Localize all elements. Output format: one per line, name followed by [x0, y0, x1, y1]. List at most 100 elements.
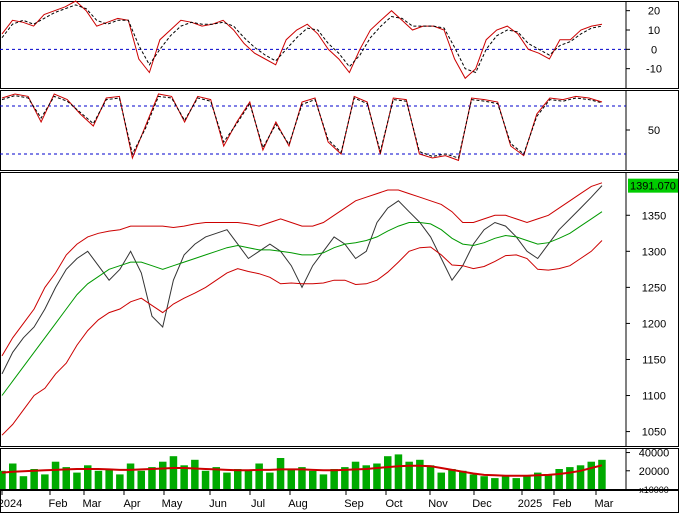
panel-frame-oscillator-top — [0, 1, 679, 89]
volume-bar — [105, 469, 113, 489]
volume-bar — [191, 459, 199, 489]
y-tick-label: 1200 — [642, 318, 666, 330]
x-tick-label: Dec — [472, 498, 492, 510]
volume-bar — [180, 465, 188, 489]
volume-bar — [469, 474, 478, 489]
volume-bar — [84, 465, 92, 489]
y-tick-label: 50 — [648, 125, 660, 137]
volume-bar — [137, 470, 145, 489]
volume-bar — [341, 467, 349, 489]
y-tick-label: 1100 — [642, 391, 666, 403]
y-tick-label: 1150 — [642, 354, 666, 366]
volume-bar — [201, 470, 210, 489]
x-axis-frame — [0, 490, 679, 513]
volume-bar — [576, 465, 585, 489]
x-tick-label: Nov — [428, 498, 448, 510]
series-line-price-3 — [1, 240, 603, 436]
volume-bar — [426, 465, 435, 489]
x-tick-label: 2024 — [0, 498, 22, 510]
y-tick-label: 10 — [648, 25, 660, 37]
volume-bar — [9, 463, 17, 489]
volume-bar — [126, 463, 135, 489]
volume-bar — [116, 474, 124, 489]
volume-bar — [448, 469, 456, 489]
y-tick-label: 1350 — [642, 210, 666, 222]
volume-unit-label: x10000 — [639, 485, 669, 495]
volume-bar — [373, 463, 381, 489]
x-tick-label: Aug — [288, 498, 308, 510]
volume-bar — [0, 470, 6, 489]
series-line-price-2 — [1, 182, 603, 357]
x-tick-label: Mar — [595, 498, 614, 510]
last-value-label: 1391.070 — [630, 181, 676, 193]
volume-bar — [94, 470, 103, 489]
volume-bar — [19, 476, 28, 489]
volume-bar — [255, 463, 263, 489]
volume-bar — [384, 456, 392, 489]
volume-bar — [212, 467, 220, 489]
x-tick-label: Mar — [83, 498, 102, 510]
volume-bar — [51, 461, 60, 489]
volume-bar — [512, 478, 520, 489]
series-line-price-0 — [1, 185, 603, 375]
volume-bar — [598, 459, 606, 489]
volume-bar — [287, 469, 295, 489]
volume-bar — [501, 476, 510, 489]
y-tick-label: 40000 — [639, 448, 670, 460]
x-tick-label: 2025 — [518, 498, 542, 510]
y-tick-label: 1300 — [642, 246, 666, 258]
volume-bar — [437, 472, 445, 489]
volume-bar — [362, 465, 370, 489]
volume-bar — [534, 472, 542, 489]
volume-bar — [351, 461, 360, 489]
volume-bar — [62, 467, 70, 489]
volume-bar — [587, 461, 595, 489]
series-line-oscillator-top-1 — [1, 4, 603, 74]
volume-moving-average — [1, 464, 603, 477]
volume-bar — [416, 459, 424, 489]
x-tick-label: Sep — [344, 498, 364, 510]
volume-bar — [276, 458, 285, 489]
volume-bar — [266, 472, 274, 489]
volume-bar — [480, 476, 488, 489]
volume-bar — [330, 469, 338, 489]
y-tick-label: 1250 — [642, 282, 666, 294]
panel-frame-oscillator-middle — [0, 90, 679, 171]
volume-bar — [148, 467, 156, 489]
y-tick-label: 20000 — [639, 466, 670, 478]
volume-bar — [30, 469, 38, 489]
panel-frame-price — [0, 172, 679, 447]
volume-bar — [459, 470, 467, 489]
x-tick-label: Apr — [123, 498, 140, 510]
x-tick-label: Jun — [209, 498, 227, 510]
volume-bar — [405, 461, 413, 489]
volume-bar — [566, 467, 574, 489]
series-line-oscillator-top-0 — [1, 0, 603, 80]
x-tick-label: May — [162, 498, 183, 510]
volume-bar — [223, 472, 231, 489]
volume-bar — [234, 469, 242, 489]
volume-bar — [244, 470, 253, 489]
volume-bar — [159, 461, 167, 489]
y-tick-label: 1050 — [642, 427, 666, 439]
volume-bar — [394, 454, 403, 489]
volume-bar — [523, 476, 531, 489]
x-tick-label: Oct — [385, 498, 402, 510]
volume-bar — [169, 456, 178, 489]
x-tick-label: Feb — [553, 498, 572, 510]
y-tick-label: 0 — [651, 44, 657, 56]
y-tick-label: -10 — [646, 64, 662, 76]
volume-bar — [319, 474, 328, 489]
volume-bar — [41, 474, 49, 489]
x-tick-label: Jul — [251, 498, 265, 510]
volume-bar — [555, 469, 563, 489]
volume-bar — [298, 467, 306, 489]
series-line-oscillator-middle-1 — [1, 95, 603, 159]
series-line-price-1 — [1, 211, 603, 396]
volume-bar — [73, 472, 81, 489]
last-value-box — [628, 178, 678, 193]
volume-bar — [309, 470, 317, 489]
x-tick-label: Feb — [49, 498, 68, 510]
